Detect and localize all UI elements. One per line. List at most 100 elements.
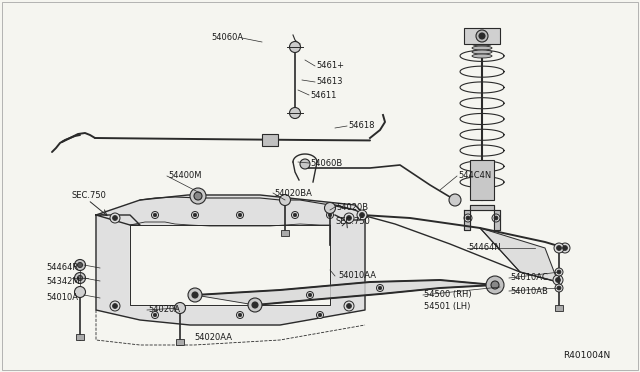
- Text: 54500 (RH): 54500 (RH): [424, 291, 472, 299]
- Circle shape: [237, 311, 243, 318]
- Text: 54613: 54613: [316, 77, 342, 87]
- Circle shape: [360, 212, 365, 218]
- Text: 54060B: 54060B: [310, 158, 342, 167]
- Circle shape: [346, 304, 351, 308]
- Bar: [555, 305, 563, 311]
- Text: 54020A: 54020A: [148, 305, 180, 314]
- Circle shape: [74, 286, 86, 298]
- Circle shape: [317, 311, 323, 318]
- Circle shape: [307, 292, 314, 298]
- Circle shape: [193, 213, 196, 217]
- Circle shape: [556, 278, 561, 282]
- Circle shape: [344, 301, 354, 311]
- Text: 54060A: 54060A: [211, 33, 243, 42]
- Circle shape: [324, 202, 335, 214]
- Polygon shape: [195, 280, 495, 305]
- Text: 54501 (LH): 54501 (LH): [424, 301, 470, 311]
- Text: 544C4N: 544C4N: [458, 171, 492, 180]
- Circle shape: [308, 293, 312, 297]
- Circle shape: [494, 216, 498, 220]
- Polygon shape: [464, 205, 500, 230]
- Circle shape: [74, 260, 86, 270]
- Circle shape: [252, 302, 258, 308]
- Circle shape: [238, 213, 242, 217]
- Circle shape: [74, 273, 86, 283]
- Text: 54010AC: 54010AC: [510, 273, 548, 282]
- Circle shape: [318, 313, 322, 317]
- Text: 54020B: 54020B: [336, 202, 368, 212]
- Circle shape: [289, 108, 301, 119]
- Circle shape: [553, 275, 563, 285]
- Circle shape: [191, 212, 198, 218]
- Circle shape: [77, 263, 83, 267]
- Bar: [281, 230, 289, 236]
- Text: SEC.750: SEC.750: [336, 218, 371, 227]
- Circle shape: [113, 215, 118, 221]
- Circle shape: [346, 215, 351, 221]
- Circle shape: [192, 292, 198, 298]
- Circle shape: [555, 284, 563, 292]
- Text: 54010AA: 54010AA: [338, 272, 376, 280]
- Bar: [464, 28, 500, 44]
- Bar: [262, 134, 278, 146]
- Circle shape: [289, 42, 301, 52]
- Text: 54464R: 54464R: [46, 263, 78, 273]
- Polygon shape: [130, 225, 330, 305]
- Ellipse shape: [472, 54, 492, 58]
- Ellipse shape: [472, 42, 492, 46]
- Circle shape: [476, 30, 488, 42]
- Circle shape: [113, 304, 118, 308]
- Circle shape: [175, 302, 186, 314]
- Circle shape: [344, 213, 354, 223]
- Circle shape: [554, 243, 564, 253]
- Circle shape: [378, 286, 381, 290]
- Circle shape: [328, 213, 332, 217]
- Text: 54010AB: 54010AB: [510, 286, 548, 295]
- Circle shape: [291, 212, 298, 218]
- Circle shape: [557, 270, 561, 274]
- Bar: [76, 334, 84, 340]
- Circle shape: [237, 212, 243, 218]
- Polygon shape: [480, 228, 558, 282]
- Circle shape: [563, 246, 568, 250]
- Text: 54618: 54618: [348, 122, 374, 131]
- Circle shape: [376, 285, 383, 292]
- Circle shape: [555, 268, 563, 276]
- Circle shape: [248, 298, 262, 312]
- Circle shape: [190, 188, 206, 204]
- Circle shape: [152, 311, 159, 318]
- Circle shape: [449, 194, 461, 206]
- Circle shape: [492, 214, 500, 222]
- Circle shape: [194, 192, 202, 200]
- Text: R401004N: R401004N: [563, 350, 610, 359]
- Bar: [176, 339, 184, 345]
- Text: 54010A: 54010A: [46, 294, 78, 302]
- Circle shape: [491, 281, 499, 289]
- Circle shape: [188, 288, 202, 302]
- Circle shape: [557, 246, 561, 250]
- Circle shape: [238, 313, 242, 317]
- Circle shape: [110, 301, 120, 311]
- Circle shape: [479, 33, 485, 39]
- Circle shape: [560, 243, 570, 253]
- Text: 54464N: 54464N: [468, 244, 500, 253]
- Text: 5461+: 5461+: [316, 61, 344, 71]
- Ellipse shape: [472, 46, 492, 50]
- Circle shape: [153, 313, 157, 317]
- Text: 54020BA: 54020BA: [274, 189, 312, 198]
- Circle shape: [152, 212, 159, 218]
- Circle shape: [357, 210, 367, 220]
- Circle shape: [153, 213, 157, 217]
- Circle shape: [466, 216, 470, 220]
- Bar: [470, 160, 494, 200]
- Circle shape: [464, 214, 472, 222]
- Circle shape: [326, 212, 333, 218]
- Text: 54400M: 54400M: [168, 171, 202, 180]
- Circle shape: [280, 195, 291, 205]
- Text: 54020AA: 54020AA: [194, 333, 232, 341]
- Ellipse shape: [472, 50, 492, 54]
- Text: SEC.750: SEC.750: [72, 192, 107, 201]
- Text: 54342M: 54342M: [46, 276, 79, 285]
- Circle shape: [557, 286, 561, 290]
- Circle shape: [486, 276, 504, 294]
